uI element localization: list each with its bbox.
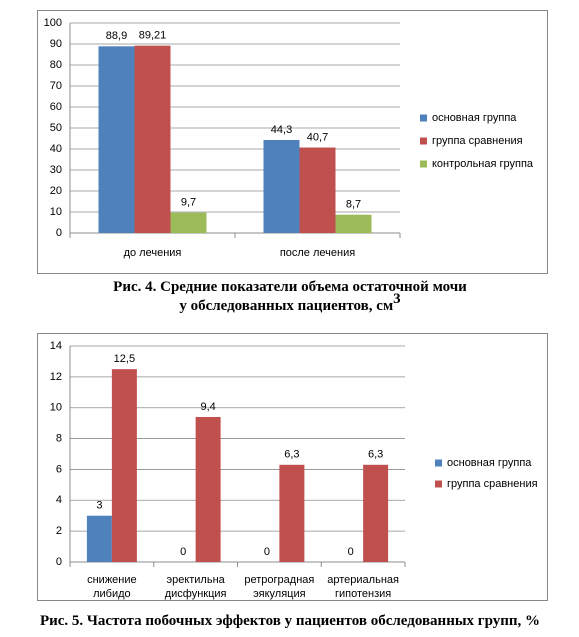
legend-swatch bbox=[420, 137, 427, 145]
legend-label: группа сравнения bbox=[447, 478, 538, 490]
legend-label: основная группа bbox=[447, 457, 532, 469]
y-tick-label: 12 bbox=[50, 371, 62, 383]
y-tick-label: 40 bbox=[50, 143, 62, 155]
y-tick-label: 30 bbox=[50, 164, 62, 176]
data-label: 9,7 bbox=[181, 197, 196, 209]
bar bbox=[111, 369, 137, 562]
legend-label: контрольная группа bbox=[432, 158, 534, 170]
y-tick-label: 20 bbox=[50, 185, 62, 197]
legend-swatch bbox=[435, 480, 442, 488]
legend-swatch bbox=[420, 114, 427, 122]
data-label: 89,21 bbox=[139, 30, 167, 42]
x-tick-label: эректильна bbox=[166, 574, 225, 586]
data-label: 6,3 bbox=[368, 449, 383, 461]
x-tick-label: дисфункция bbox=[165, 588, 227, 600]
data-label: 0 bbox=[180, 546, 186, 558]
bar bbox=[170, 212, 207, 233]
y-tick-label: 90 bbox=[50, 38, 62, 50]
bar bbox=[98, 46, 135, 234]
y-tick-label: 70 bbox=[50, 80, 62, 92]
x-tick-label: ретроградная bbox=[244, 574, 314, 586]
x-tick-label: до лечения bbox=[124, 247, 182, 259]
data-label: 0 bbox=[348, 546, 354, 558]
caption-line: Рис. 4. Средние показатели объема остато… bbox=[113, 279, 467, 295]
data-label: 6,3 bbox=[284, 449, 299, 461]
y-tick-label: 10 bbox=[50, 206, 62, 218]
y-tick-label: 0 bbox=[56, 227, 62, 239]
x-tick-label: гипотензия bbox=[335, 588, 391, 600]
y-tick-label: 50 bbox=[50, 122, 62, 134]
y-tick-label: 80 bbox=[50, 59, 62, 71]
bar bbox=[86, 515, 112, 562]
y-tick-label: 8 bbox=[56, 432, 62, 444]
data-label: 12,5 bbox=[114, 353, 135, 365]
legend-swatch bbox=[420, 160, 427, 168]
caption: Рис. 5. Частота побочных эффектов у паци… bbox=[40, 613, 540, 629]
legend-swatch bbox=[435, 459, 442, 467]
legend-label: основная группа bbox=[432, 112, 517, 124]
data-label: 44,3 bbox=[271, 124, 292, 136]
x-tick-label: снижение bbox=[87, 574, 137, 586]
bar bbox=[263, 139, 300, 233]
caption: Рис. 4. Средние показатели объема остато… bbox=[113, 279, 467, 295]
x-tick-label: после лечения bbox=[280, 247, 355, 259]
bar bbox=[195, 416, 221, 562]
data-label: 8,7 bbox=[346, 199, 361, 211]
y-tick-label: 100 bbox=[44, 17, 62, 29]
data-label: 3 bbox=[96, 500, 102, 512]
caption: у обследованных пациентов, см3 bbox=[179, 291, 400, 314]
bar bbox=[299, 147, 336, 233]
y-tick-label: 60 bbox=[50, 101, 62, 113]
y-tick-label: 10 bbox=[50, 402, 62, 414]
caption-superscript: 3 bbox=[393, 291, 401, 307]
legend-label: группа сравнения bbox=[432, 135, 523, 147]
data-label: 9,4 bbox=[200, 401, 215, 413]
y-tick-label: 6 bbox=[56, 463, 62, 475]
y-tick-label: 0 bbox=[56, 556, 62, 568]
y-tick-label: 14 bbox=[50, 340, 62, 352]
y-tick-label: 2 bbox=[56, 525, 62, 537]
bar bbox=[134, 45, 171, 234]
caption-line: Рис. 5. Частота побочных эффектов у паци… bbox=[40, 613, 540, 629]
bar bbox=[335, 214, 372, 233]
bar bbox=[279, 464, 305, 562]
y-tick-label: 4 bbox=[56, 494, 62, 506]
x-tick-label: либидо bbox=[93, 588, 131, 600]
bar bbox=[363, 464, 389, 562]
x-tick-label: эякуляция bbox=[253, 588, 305, 600]
data-label: 0 bbox=[264, 546, 270, 558]
caption-line: у обследованных пациентов, см bbox=[179, 298, 393, 314]
x-tick-label: артериальная bbox=[327, 574, 399, 586]
data-label: 40,7 bbox=[307, 131, 328, 143]
data-label: 88,9 bbox=[106, 30, 127, 42]
